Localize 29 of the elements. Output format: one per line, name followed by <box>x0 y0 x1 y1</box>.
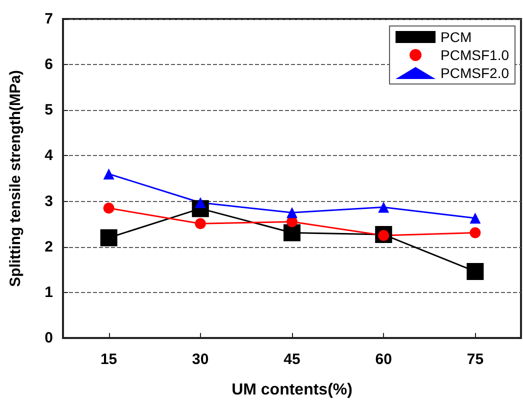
x-tick-label: 30 <box>192 351 209 368</box>
legend-label: PCMSF1.0 <box>440 47 510 63</box>
point <box>100 229 118 246</box>
x-tick-label: 45 <box>284 351 300 368</box>
point <box>194 218 206 230</box>
point <box>194 197 206 208</box>
x-tick-label: 15 <box>100 351 118 368</box>
legend-label: PCMSF2.0 <box>440 65 510 81</box>
point <box>103 168 114 180</box>
y-tick-label: 4 <box>44 147 54 164</box>
x-axis-title: UM contents(%) <box>232 382 352 398</box>
point <box>284 224 300 242</box>
point <box>470 212 481 224</box>
y-tick-label: 6 <box>44 56 53 74</box>
point <box>470 227 481 238</box>
x-tick-label: 60 <box>375 351 392 368</box>
point <box>286 207 298 218</box>
y-tick-label: 1 <box>44 284 53 301</box>
y-tick-label: 3 <box>44 192 53 210</box>
y-tick-label: 0 <box>44 330 53 346</box>
point <box>466 262 484 280</box>
y-tick-label: 5 <box>44 102 53 119</box>
y-tick-label: 7 <box>44 10 53 28</box>
y-tick-label: 2 <box>44 238 53 256</box>
y-axis-title: Splitting tensile strength(MPa) <box>7 70 24 287</box>
x-tick-label: 75 <box>466 351 484 368</box>
legend-label: PCM <box>440 29 472 45</box>
point <box>378 202 390 213</box>
point <box>103 202 114 214</box>
